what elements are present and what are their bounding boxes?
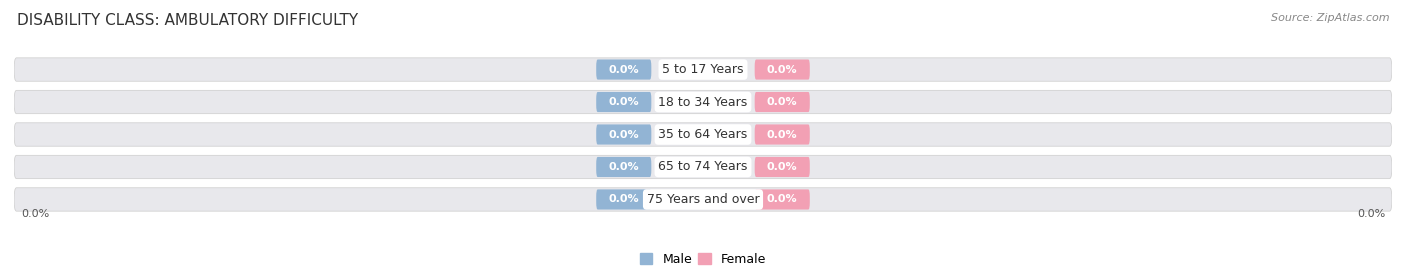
FancyBboxPatch shape: [755, 125, 810, 144]
Text: 0.0%: 0.0%: [609, 194, 640, 204]
FancyBboxPatch shape: [596, 59, 651, 80]
FancyBboxPatch shape: [596, 92, 651, 112]
FancyBboxPatch shape: [755, 92, 810, 112]
Text: 0.0%: 0.0%: [766, 65, 797, 75]
Text: 0.0%: 0.0%: [766, 194, 797, 204]
Text: 0.0%: 0.0%: [766, 129, 797, 140]
FancyBboxPatch shape: [596, 125, 651, 144]
Text: 0.0%: 0.0%: [21, 209, 49, 219]
Text: 5 to 17 Years: 5 to 17 Years: [662, 63, 744, 76]
Text: 0.0%: 0.0%: [766, 162, 797, 172]
Text: 18 to 34 Years: 18 to 34 Years: [658, 95, 748, 108]
Text: 0.0%: 0.0%: [1357, 209, 1385, 219]
Text: 0.0%: 0.0%: [609, 129, 640, 140]
FancyBboxPatch shape: [755, 189, 810, 210]
FancyBboxPatch shape: [14, 155, 1392, 179]
FancyBboxPatch shape: [596, 189, 651, 210]
Text: Source: ZipAtlas.com: Source: ZipAtlas.com: [1271, 13, 1389, 23]
Legend: Male, Female: Male, Female: [640, 253, 766, 266]
FancyBboxPatch shape: [14, 90, 1392, 114]
FancyBboxPatch shape: [755, 157, 810, 177]
Text: 0.0%: 0.0%: [766, 97, 797, 107]
Text: 35 to 64 Years: 35 to 64 Years: [658, 128, 748, 141]
Text: DISABILITY CLASS: AMBULATORY DIFFICULTY: DISABILITY CLASS: AMBULATORY DIFFICULTY: [17, 13, 359, 29]
FancyBboxPatch shape: [755, 59, 810, 80]
Text: 0.0%: 0.0%: [609, 97, 640, 107]
FancyBboxPatch shape: [596, 157, 651, 177]
Text: 75 Years and over: 75 Years and over: [647, 193, 759, 206]
Text: 0.0%: 0.0%: [609, 65, 640, 75]
Text: 0.0%: 0.0%: [609, 162, 640, 172]
FancyBboxPatch shape: [14, 188, 1392, 211]
FancyBboxPatch shape: [14, 58, 1392, 81]
Text: 65 to 74 Years: 65 to 74 Years: [658, 161, 748, 174]
FancyBboxPatch shape: [14, 123, 1392, 146]
